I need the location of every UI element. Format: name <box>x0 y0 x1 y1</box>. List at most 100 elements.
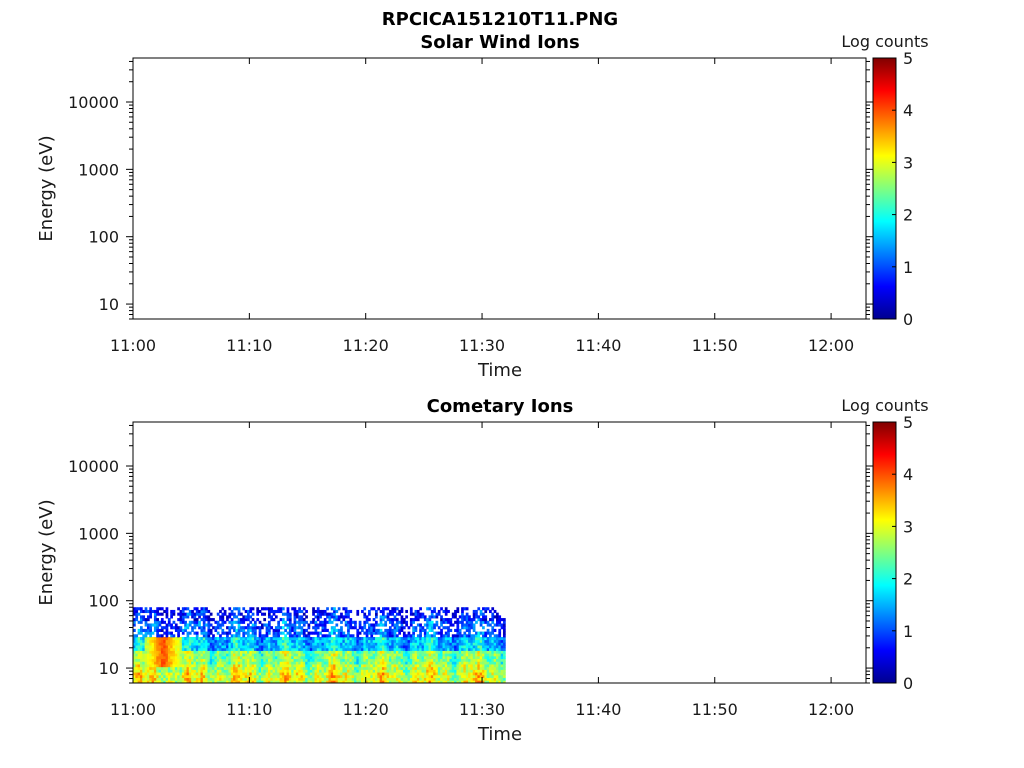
heatmap-cell <box>489 653 492 657</box>
heatmap-cell <box>384 677 388 681</box>
heatmap-cell <box>302 634 306 638</box>
heatmap-cell <box>502 647 506 651</box>
heatmap-cell <box>251 661 255 665</box>
heatmap-cell <box>284 639 287 643</box>
heatmap-cell <box>281 620 285 624</box>
heatmap-cell <box>500 666 504 670</box>
heatmap-cell <box>237 661 241 665</box>
heatmap-cell <box>479 642 483 646</box>
heatmap-cell <box>193 631 197 635</box>
heatmap-cell <box>375 664 378 668</box>
heatmap-cell <box>286 664 290 668</box>
heatmap-cell <box>312 647 315 651</box>
heatmap-cell <box>330 612 334 616</box>
heatmap-cell <box>242 672 246 676</box>
heatmap-cell <box>349 653 353 657</box>
heatmap-cell <box>286 647 290 651</box>
heatmap-cell <box>351 647 355 651</box>
heatmap-cell <box>437 626 441 630</box>
heatmap-cell <box>435 615 439 619</box>
heatmap-cell <box>386 612 390 616</box>
heatmap-cell <box>191 620 194 624</box>
heatmap-cell <box>391 672 395 676</box>
heatmap-cell <box>172 637 176 641</box>
heatmap-cell <box>363 664 367 668</box>
y-tick-label: 1000 <box>78 524 119 543</box>
heatmap-cell <box>312 661 315 665</box>
heatmap-cell <box>133 618 136 622</box>
heatmap-cell <box>316 612 320 616</box>
heatmap-cell <box>358 623 362 627</box>
heatmap-cell <box>433 664 436 668</box>
heatmap-cell <box>163 647 166 651</box>
heatmap-cell <box>398 639 402 643</box>
heatmap-cell <box>205 623 208 627</box>
heatmap-cell <box>323 626 327 630</box>
heatmap-cell <box>484 634 488 638</box>
heatmap-cell <box>316 618 320 622</box>
heatmap-cell <box>321 612 325 616</box>
heatmap-cell <box>493 642 497 646</box>
heatmap-cell <box>156 680 159 684</box>
heatmap-cell <box>235 653 239 657</box>
heatmap-cell <box>428 677 432 681</box>
heatmap-cell <box>319 609 322 614</box>
heatmap-cell <box>307 669 311 673</box>
heatmap-cell <box>421 677 425 681</box>
heatmap-cell <box>298 618 301 622</box>
heatmap-cell <box>405 674 408 678</box>
heatmap-cell <box>368 639 371 643</box>
heatmap-cell <box>265 639 269 643</box>
heatmap-cell <box>302 607 306 611</box>
heatmap-cell <box>475 658 478 662</box>
heatmap-cell <box>447 642 450 646</box>
heatmap-cell <box>139 620 143 624</box>
heatmap-cell <box>451 634 455 638</box>
heatmap-cell <box>326 669 329 673</box>
heatmap-cell <box>347 650 350 654</box>
heatmap-cell <box>407 637 411 641</box>
heatmap-cell <box>279 647 283 651</box>
heatmap-cell <box>430 623 434 627</box>
heatmap-cell <box>295 666 299 670</box>
heatmap-cell <box>426 664 429 668</box>
heatmap-cell <box>163 637 166 641</box>
heatmap-cell <box>263 669 267 673</box>
heatmap-cell <box>305 615 308 619</box>
heatmap-cell <box>254 620 257 624</box>
heatmap-cell <box>244 637 248 641</box>
heatmap-cell <box>449 680 453 684</box>
heatmap-cell <box>226 672 229 676</box>
heatmap-cell <box>193 666 197 670</box>
heatmap-cell <box>251 653 255 657</box>
heatmap-cell <box>342 634 346 638</box>
heatmap-cell <box>272 628 276 632</box>
heatmap-cell <box>146 637 150 641</box>
heatmap-cell <box>351 653 355 657</box>
heatmap-cell <box>263 645 267 649</box>
heatmap-cell <box>319 669 322 673</box>
heatmap-cell <box>209 655 213 660</box>
heatmap-cell <box>149 639 153 643</box>
heatmap-cell <box>391 647 395 651</box>
heatmap-cell <box>139 661 143 665</box>
heatmap-cell <box>393 645 397 649</box>
heatmap-cell <box>354 661 357 665</box>
heatmap-cell <box>333 618 336 622</box>
heatmap-cell <box>291 664 294 668</box>
heatmap-cell <box>223 620 227 624</box>
heatmap-cell <box>181 607 185 611</box>
heatmap-cell <box>368 664 371 668</box>
heatmap-cell <box>351 666 355 670</box>
heatmap-cell <box>423 637 427 641</box>
heatmap-cell <box>153 628 157 632</box>
heatmap-cell <box>314 639 318 643</box>
heatmap-cell <box>133 655 136 660</box>
heatmap-cell <box>458 647 462 651</box>
heatmap-cell <box>333 658 336 662</box>
heatmap-cell <box>433 607 436 611</box>
heatmap-cell <box>184 655 187 660</box>
heatmap-cell <box>226 661 229 665</box>
heatmap-cell <box>484 620 488 624</box>
heatmap-cell <box>156 674 159 678</box>
